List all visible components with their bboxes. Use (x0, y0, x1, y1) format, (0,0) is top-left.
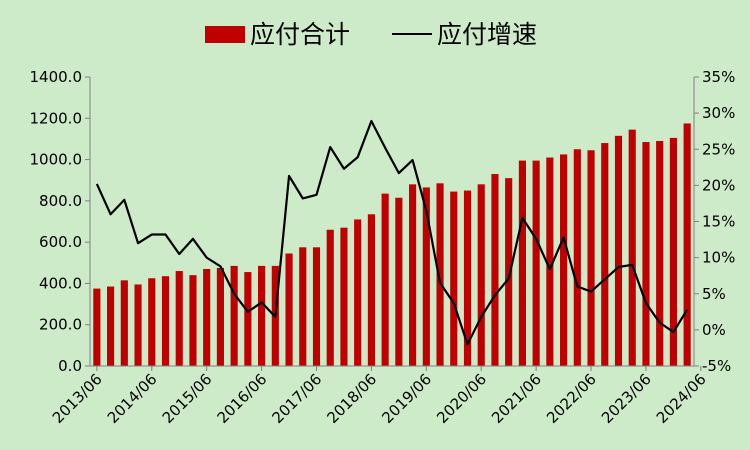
bar (134, 284, 142, 366)
left-tick-label: 1400.0 (30, 68, 83, 86)
bar (601, 143, 609, 366)
bar (354, 219, 362, 366)
x-tick-label: 2018/06 (323, 370, 380, 427)
right-tick-label: 10% (702, 249, 735, 267)
bar (573, 149, 581, 366)
legend-swatch-bar (205, 26, 245, 43)
bar (395, 197, 403, 366)
bar (450, 191, 458, 366)
x-tick-label: 2017/06 (269, 370, 326, 427)
bar (546, 157, 554, 366)
x-tick-label: 2021/06 (488, 370, 545, 427)
bar (409, 184, 417, 366)
legend-label-bar: 应付合计 (250, 20, 350, 49)
x-tick-label: 2022/06 (543, 370, 600, 427)
bar (560, 154, 568, 366)
x-tick-label: 2016/06 (214, 370, 271, 427)
bar (258, 265, 266, 366)
right-tick-label: 20% (702, 176, 735, 194)
bar (340, 227, 348, 366)
bar (587, 150, 595, 366)
bar (161, 276, 170, 366)
bar (505, 178, 513, 366)
bar (422, 187, 430, 366)
left-tick-label: 1200.0 (30, 109, 83, 127)
left-tick-label: 800.0 (39, 192, 82, 210)
right-tick-label: -5% (702, 357, 731, 375)
bar (532, 160, 540, 366)
right-tick-label: 30% (702, 104, 735, 122)
bar (491, 174, 499, 366)
growth-line (95, 119, 689, 346)
left-tick-label: 1000.0 (30, 151, 83, 169)
x-tick-label: 2014/06 (104, 370, 161, 427)
bar (216, 267, 224, 366)
right-tick-label: 5% (702, 285, 726, 303)
right-tick-label: 35% (702, 68, 735, 86)
bar (120, 280, 128, 366)
bar (614, 135, 623, 366)
bar (285, 253, 293, 366)
bar (477, 184, 485, 366)
bar (628, 129, 636, 366)
x-tick-label: 2019/06 (378, 370, 435, 427)
bar (669, 137, 677, 366)
x-tick-label: 2015/06 (159, 370, 216, 427)
bar (203, 268, 211, 366)
bar (367, 214, 375, 366)
left-tick-label: 600.0 (39, 233, 82, 251)
bar (381, 193, 389, 366)
bar (148, 278, 156, 366)
bar (175, 271, 183, 366)
bar (683, 123, 691, 366)
right-tick-label: 0% (702, 321, 726, 339)
left-tick-label: 200.0 (39, 316, 82, 334)
bar (107, 286, 115, 366)
bar (230, 265, 238, 366)
bar (312, 247, 321, 366)
bar (93, 288, 101, 366)
legend-label-line: 应付增速 (437, 20, 537, 49)
bar (326, 229, 334, 366)
bar (463, 190, 472, 366)
left-tick-label: 400.0 (39, 274, 82, 292)
x-tick-label: 2020/06 (433, 370, 490, 427)
bar (518, 160, 526, 366)
bar (436, 183, 444, 366)
bar (299, 247, 307, 366)
bar (244, 272, 252, 366)
x-tick-label: 2024/06 (653, 370, 710, 427)
right-tick-label: 25% (702, 140, 735, 158)
bar (189, 275, 197, 366)
left-tick-label: 0.0 (58, 357, 82, 375)
bar (642, 142, 650, 366)
right-tick-label: 15% (702, 213, 735, 231)
bar (656, 140, 664, 366)
x-tick-label: 2023/06 (598, 370, 655, 427)
x-tick-label: 2013/06 (49, 370, 106, 427)
